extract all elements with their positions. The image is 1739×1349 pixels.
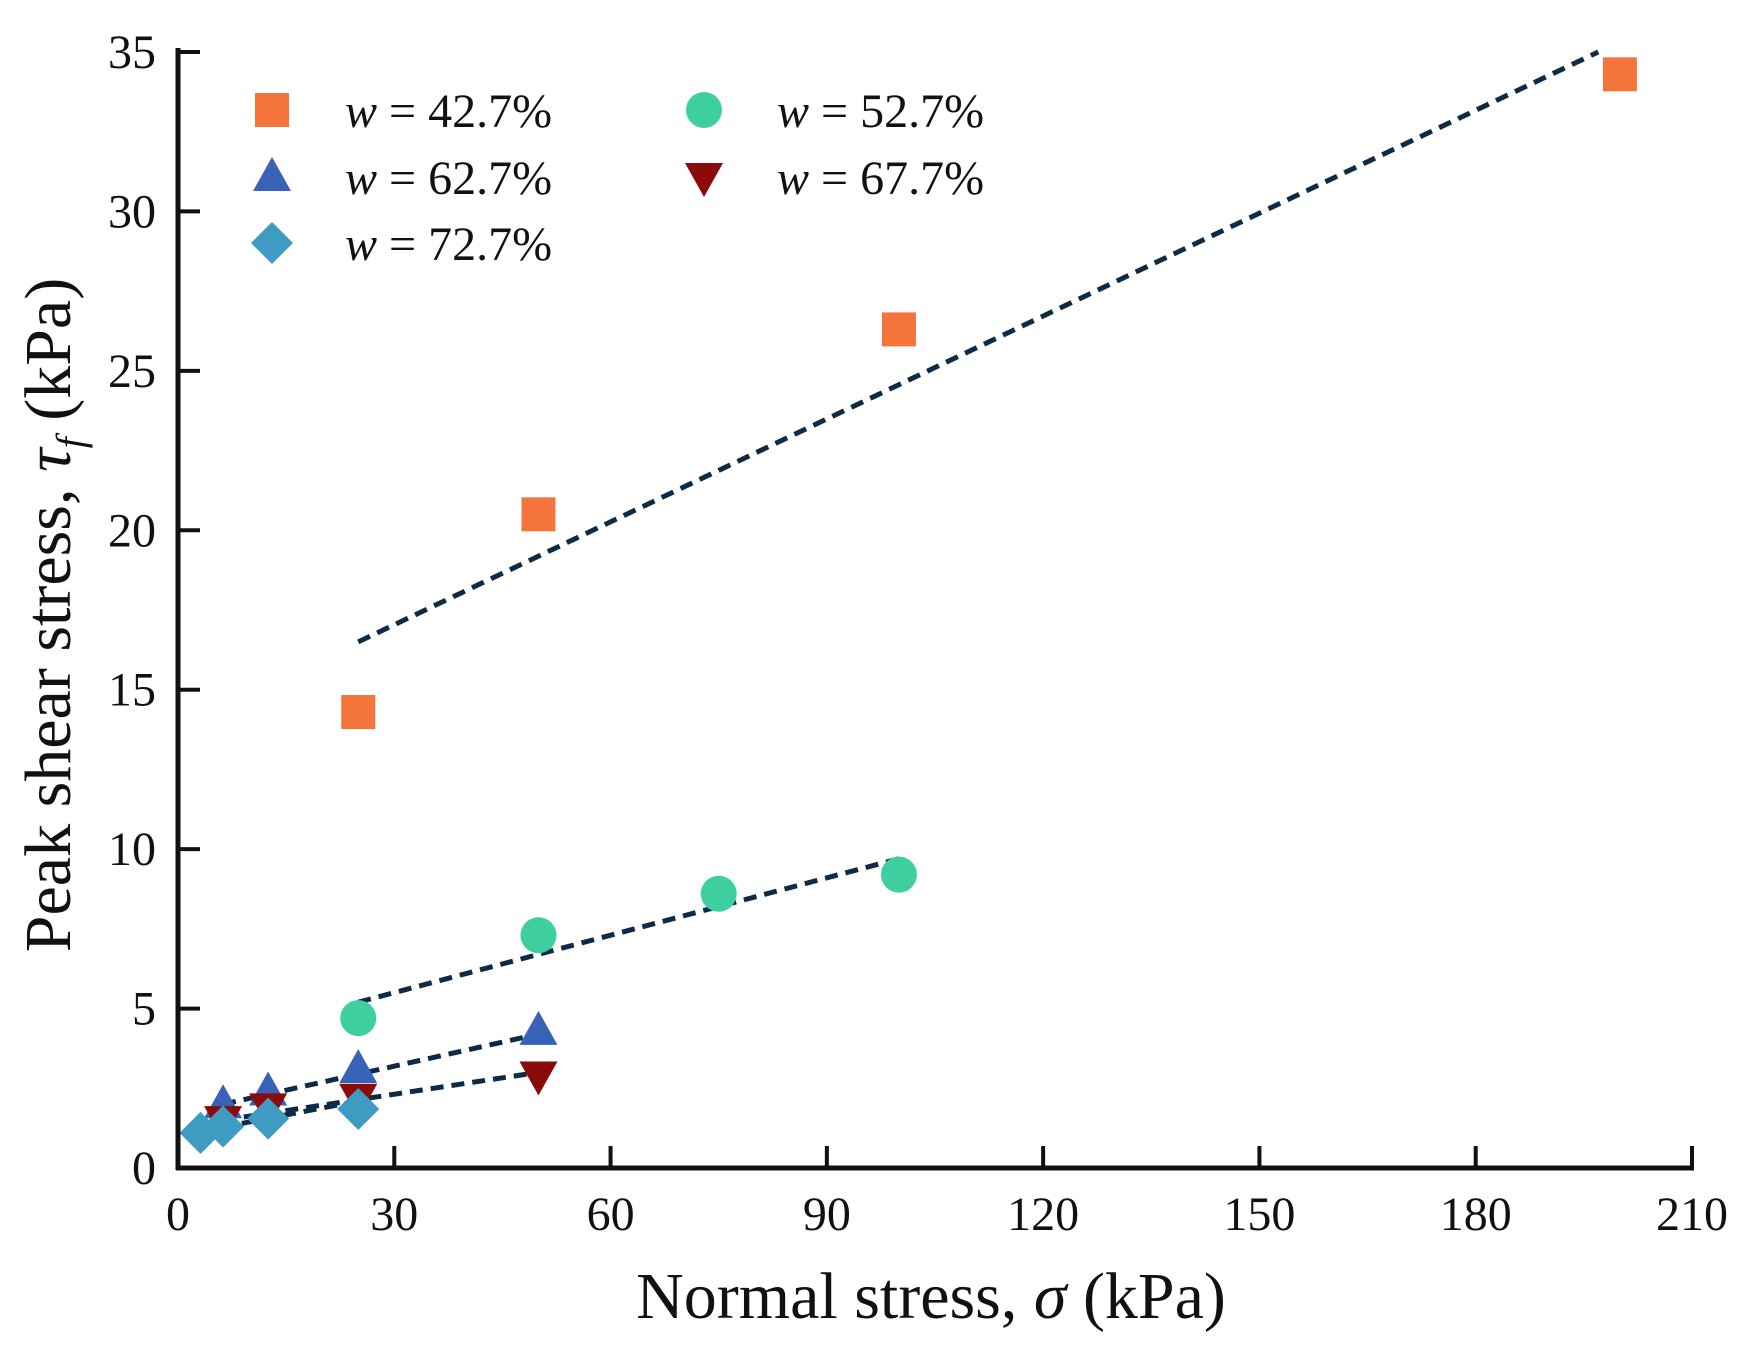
data-point [519, 1061, 558, 1096]
x-tick-label: 0 [166, 1188, 190, 1241]
y-tick-label: 20 [108, 504, 156, 557]
data-point [521, 497, 556, 532]
x-tick-label: 60 [587, 1188, 635, 1241]
data-point [880, 856, 917, 893]
y-tick-label: 25 [108, 345, 156, 398]
data-point [340, 1000, 377, 1037]
legend-marker [251, 222, 293, 264]
y-tick-label: 30 [108, 185, 156, 238]
fit-line [357, 49, 1600, 645]
fit-line [357, 856, 900, 1005]
legend-label: w = 72.7% [345, 218, 552, 271]
x-tick-label: 180 [1440, 1188, 1512, 1241]
axes: 0 30 60 90 120 150 180 210 0 5 10 15 20 25 30 35 [108, 26, 1728, 1241]
legend-marker [685, 163, 723, 197]
y-tick-label: 5 [132, 983, 156, 1036]
data-point [1602, 57, 1637, 92]
data-points [179, 57, 1637, 1154]
legend-marker [255, 93, 289, 127]
x-tick-label: 150 [1223, 1188, 1295, 1241]
legend: w = 42.7% w = 52.7% w = 62.7% w = 67.7% w = … [251, 85, 984, 271]
x-axis-title: Normal stress, σ (kPa) [636, 1260, 1226, 1333]
x-tick-label: 210 [1656, 1188, 1728, 1241]
legend-label: w = 52.7% [777, 85, 984, 138]
y-axis-title: Peak shear stress, τf (kPa) [12, 278, 93, 952]
data-point [337, 1088, 380, 1131]
x-tick-label: 30 [370, 1188, 418, 1241]
data-point [247, 1097, 290, 1140]
x-tick-label: 90 [803, 1188, 851, 1241]
y-tick-label: 15 [108, 664, 156, 717]
legend-label: w = 62.7% [345, 152, 552, 205]
fit-lines [200, 49, 1600, 1134]
y-tick-label: 10 [108, 823, 156, 876]
data-point [520, 917, 557, 954]
y-tick-label: 0 [132, 1142, 156, 1195]
data-point [202, 1105, 245, 1148]
data-point [700, 875, 737, 912]
data-point [881, 312, 916, 347]
legend-label: w = 67.7% [777, 152, 984, 205]
legend-marker [253, 157, 291, 191]
legend-marker [686, 92, 722, 128]
data-point [519, 1010, 558, 1045]
y-tick-label: 35 [108, 26, 156, 79]
x-tick-label: 120 [1007, 1188, 1079, 1241]
legend-label: w = 42.7% [345, 85, 552, 138]
data-point [339, 1049, 378, 1084]
data-point [341, 695, 376, 730]
